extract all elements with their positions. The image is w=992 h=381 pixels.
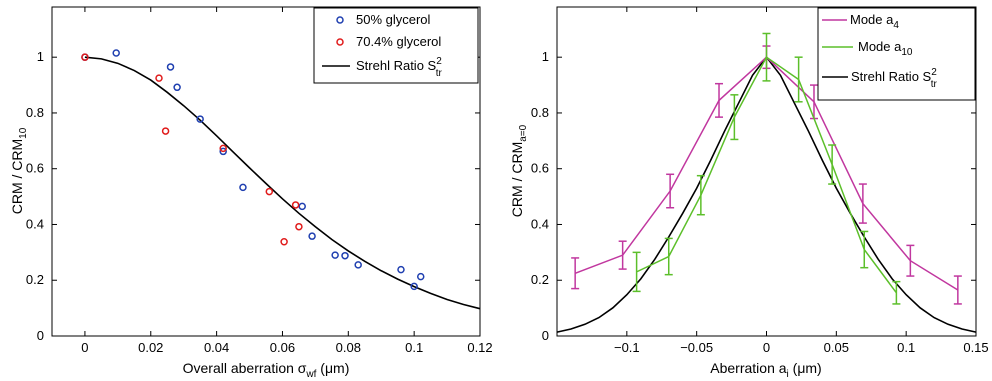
right-chart: −0.1 −0.05 0 0.05 0.1 0.15 0 0.2 0.4 0.6 0.8 1 Aber…	[509, 6, 989, 380]
point-70-glycerol	[265, 187, 274, 196]
right-x-axis-label: Aberration ai (μm)	[710, 360, 821, 380]
point-70-glycerol	[280, 238, 288, 246]
legend-label-mode-a4: Mode a4	[850, 12, 899, 31]
left-y-tick-label: 0	[37, 328, 44, 343]
right-legend: Mode a4 Mode a10 Strehl Ratio S2 tr	[817, 7, 976, 101]
right-y-tick-label: 1	[542, 49, 549, 64]
left-x-tick-label: 0.06	[270, 340, 295, 355]
point-50-glycerol	[166, 63, 175, 71]
point-50-glycerol	[354, 261, 362, 269]
left-x-tick-label: 0.02	[138, 340, 163, 355]
right-y-tick-label: 0.6	[531, 161, 549, 176]
right-x-tick-label: −0.05	[680, 340, 713, 355]
right-mode-series	[571, 32, 962, 305]
left-strehl-line	[84, 56, 481, 310]
left-x-tick-label: 0.12	[467, 340, 492, 355]
legend-label-50-glycerol: 50% glycerol	[356, 12, 431, 27]
point-50-glycerol	[410, 282, 418, 291]
point-50-glycerol	[416, 272, 425, 281]
point-70-glycerol	[161, 127, 170, 135]
right-y-tick-label: 0.2	[531, 272, 549, 287]
left-y-tick-label: 0.2	[26, 272, 44, 287]
point-50-glycerol	[112, 49, 120, 57]
legend-label-strehl-right: Strehl Ratio S2 tr	[851, 67, 938, 90]
left-legend: 50% glycerol 70.4% glycerol Strehl Ratio…	[313, 7, 479, 84]
point-50-glycerol	[196, 115, 204, 123]
left-x-tick-label: 0.1	[405, 340, 423, 355]
left-ticks: 0 0.02 0.04 0.06 0.08 0.1 0.12 0 0.2 0.4 0.6 0.8 1	[26, 7, 493, 355]
right-legend-box	[817, 7, 976, 101]
left-x-tick-label: 0.04	[204, 340, 229, 355]
point-50-glycerol	[239, 183, 247, 192]
right-y-tick-label: 0.4	[531, 216, 549, 231]
right-x-tick-label: 0.15	[963, 340, 988, 355]
right-x-tick-label: 0.1	[897, 340, 915, 355]
right-x-tick-label: 0	[763, 340, 770, 355]
point-50-glycerol	[397, 265, 405, 274]
right-y-tick-label: 0.8	[531, 105, 549, 120]
right-y-axis-label: CRM / CRMa=0	[509, 124, 529, 217]
left-strehl-curve	[84, 56, 481, 310]
point-50-glycerol	[219, 147, 227, 156]
left-scatter-points	[81, 49, 425, 291]
left-x-tick-label: 0.08	[336, 340, 361, 355]
legend-label-strehl-left: Strehl Ratio S2 tr	[356, 56, 443, 79]
point-70-glycerol	[295, 222, 303, 231]
left-x-axis-label: Overall aberration σwf (μm)	[183, 360, 350, 380]
point-70-glycerol	[155, 74, 163, 82]
point-70-glycerol	[219, 144, 227, 153]
point-70-glycerol	[291, 201, 300, 209]
left-y-tick-label: 0.6	[26, 161, 44, 176]
left-x-tick-label: 0	[81, 340, 88, 355]
left-y-tick-label: 0.8	[26, 105, 44, 120]
point-50-glycerol	[308, 232, 316, 240]
point-50-glycerol	[298, 202, 306, 211]
right-x-tick-label: −0.1	[614, 340, 640, 355]
point-70-glycerol	[81, 53, 89, 61]
right-ticks: −0.1 −0.05 0 0.05 0.1 0.15 0 0.2 0.4 0.6 0.8 1	[531, 7, 989, 355]
left-y-axis-label: CRM / CRM10	[9, 127, 29, 214]
left-y-tick-label: 1	[37, 49, 44, 64]
legend-label-70-glycerol: 70.4% glycerol	[356, 34, 441, 49]
legend-marker-70-glycerol	[336, 38, 344, 46]
point-50-glycerol	[173, 83, 181, 92]
point-50-glycerol	[331, 251, 339, 259]
legend-marker-50-glycerol	[336, 16, 344, 24]
left-chart: 0 0.02 0.04 0.06 0.08 0.1 0.12 0 0.2 0.4 0.6 0.8 1 O…	[9, 6, 493, 380]
left-y-tick-label: 0.4	[26, 216, 44, 231]
right-x-tick-label: 0.05	[824, 340, 849, 355]
right-y-tick-label: 0	[542, 328, 549, 343]
point-50-glycerol	[341, 251, 349, 260]
legend-label-mode-a10: Mode a10	[858, 39, 913, 58]
